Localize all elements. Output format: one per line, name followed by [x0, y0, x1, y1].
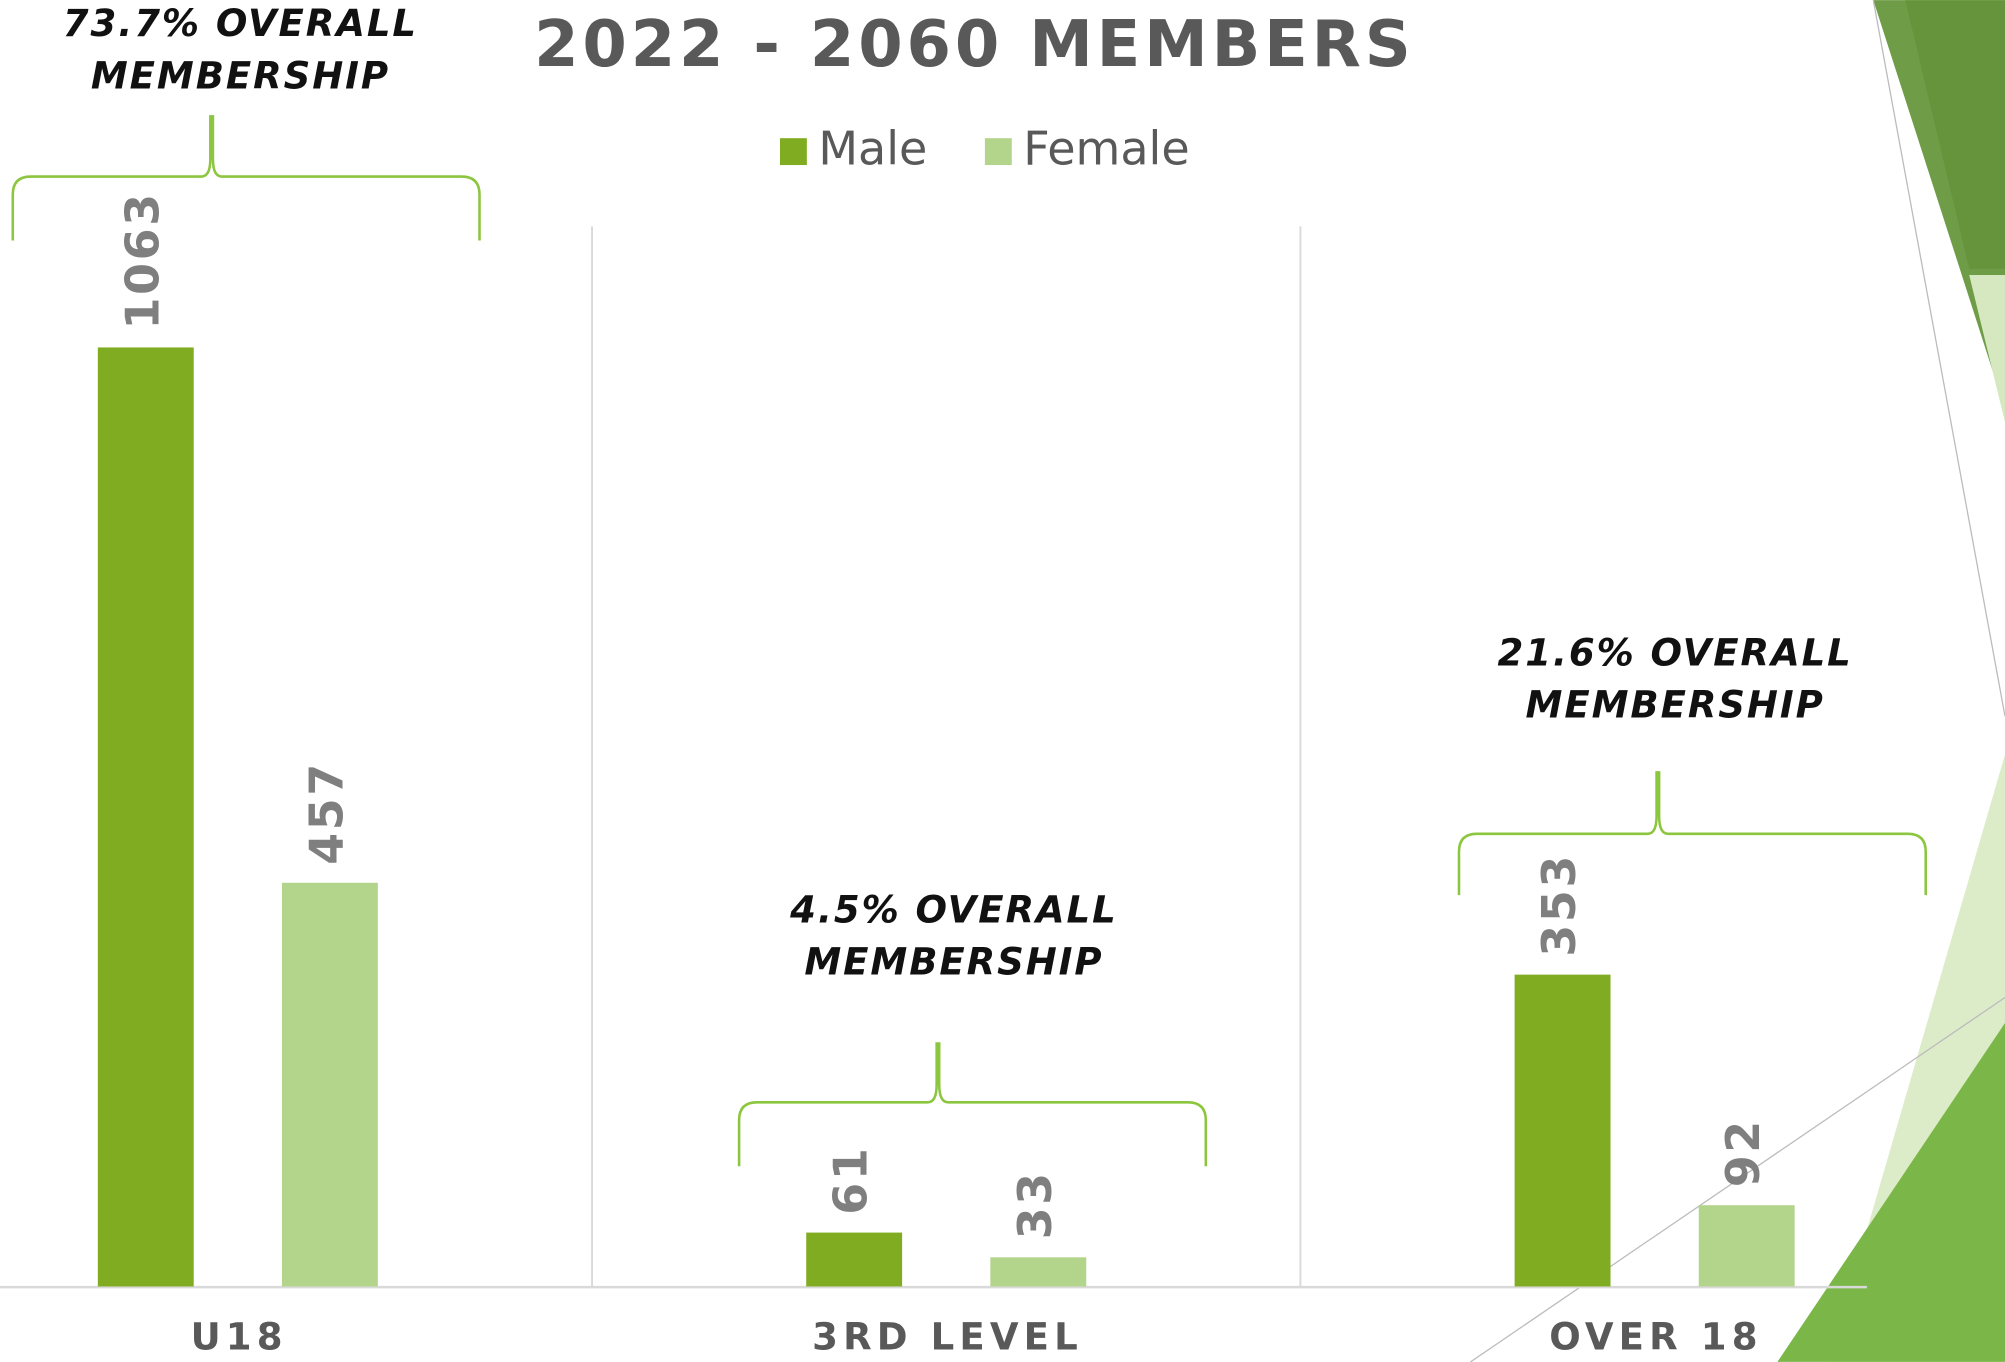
- data-label: 92: [1716, 1118, 1770, 1187]
- legend-label: Female: [1023, 122, 1189, 176]
- bar: [1515, 975, 1611, 1287]
- x-tick-label: OVER 18: [1549, 1315, 1762, 1358]
- bar: [98, 347, 194, 1286]
- bar: [1699, 1205, 1795, 1286]
- data-label: 353: [1532, 853, 1586, 957]
- legend-label: Male: [818, 122, 927, 176]
- annotation: 73.7% OVERALL: [63, 2, 418, 45]
- annotation: MEMBERSHIP: [804, 941, 1103, 984]
- chart: 2022 - 2060 MEMBERS Male Female U18 1063 457…: [0, 0, 2005, 1362]
- legend-swatch: [780, 138, 807, 165]
- chart-title: 2022 - 2060 MEMBERS: [534, 8, 1415, 82]
- data-label: 61: [824, 1146, 878, 1215]
- annotation: 21.6% OVERALL: [1497, 631, 1852, 674]
- annotation: 4.5% OVERALL: [789, 888, 1117, 931]
- brace: [13, 115, 480, 240]
- data-label: 457: [299, 761, 353, 865]
- bar: [990, 1257, 1086, 1286]
- annotation: MEMBERSHIP: [91, 55, 390, 98]
- brace: [1459, 771, 1926, 895]
- brace: [739, 1042, 1206, 1166]
- data-label: 33: [1008, 1170, 1062, 1239]
- annotation: MEMBERSHIP: [1526, 684, 1825, 727]
- x-tick-label: U18: [191, 1315, 288, 1358]
- bar: [806, 1233, 902, 1287]
- data-label: 1063: [115, 191, 169, 329]
- x-tick-label: 3RD LEVEL: [812, 1315, 1083, 1358]
- legend-swatch: [985, 138, 1012, 165]
- bar: [282, 883, 378, 1287]
